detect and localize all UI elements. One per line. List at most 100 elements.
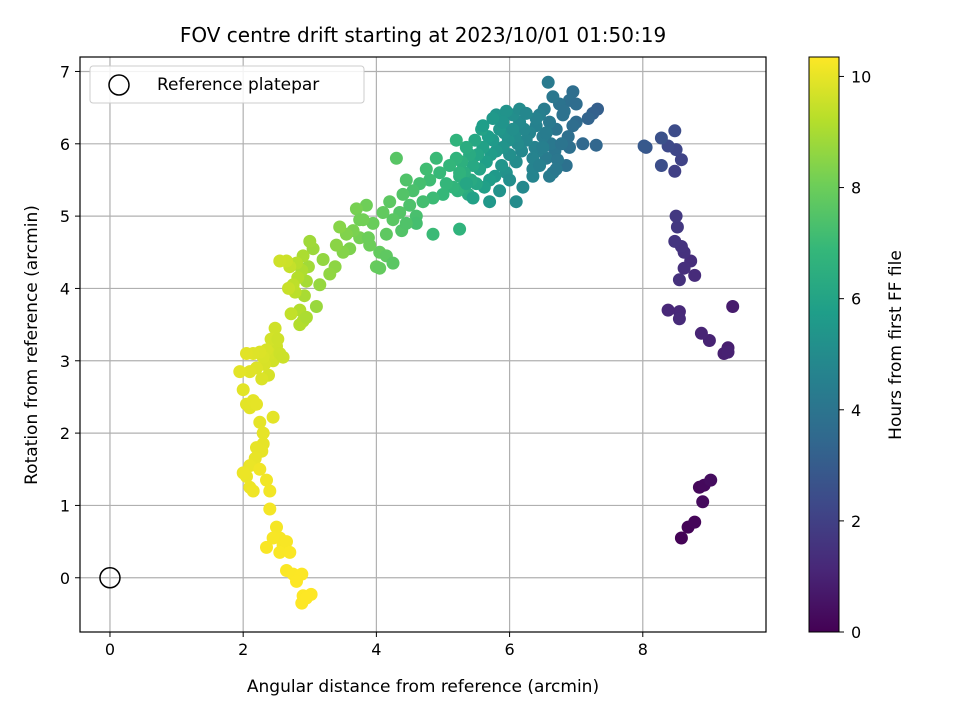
data-point — [256, 426, 270, 440]
data-point — [668, 164, 682, 178]
data-point — [376, 206, 390, 219]
data-point — [549, 162, 563, 176]
y-tick-label: 7 — [60, 62, 70, 81]
x-axis-ticks: 0 2 4 6 8 — [105, 632, 648, 659]
data-point — [268, 321, 282, 335]
data-point — [359, 198, 373, 212]
data-point — [240, 347, 253, 360]
data-point — [688, 268, 702, 282]
data-point — [383, 195, 397, 209]
data-point — [536, 140, 550, 154]
y-tick-label: 3 — [60, 352, 70, 371]
data-point — [406, 184, 420, 198]
data-point — [284, 307, 298, 321]
data-point — [280, 535, 293, 549]
data-point — [516, 180, 530, 194]
x-tick-label: 8 — [638, 640, 648, 659]
data-point — [349, 202, 363, 216]
data-point — [266, 410, 280, 424]
legend-entry-label: Reference platepar — [157, 75, 319, 95]
x-axis-label: Angular distance from reference (arcmin) — [247, 677, 599, 697]
data-point — [486, 112, 500, 125]
x-tick-label: 2 — [238, 640, 248, 659]
data-point — [389, 151, 403, 165]
data-point — [581, 112, 595, 125]
colorbar-tick-label: 8 — [851, 179, 861, 198]
data-point — [409, 216, 423, 230]
data-point — [282, 281, 295, 295]
data-point — [674, 153, 688, 167]
data-point — [266, 531, 280, 545]
y-axis-ticks: 0 1 2 3 4 5 6 7 — [60, 62, 80, 588]
colorbar-tick-label: 2 — [851, 512, 861, 531]
data-point — [499, 104, 513, 118]
colorbar — [808, 56, 840, 633]
data-point — [273, 254, 287, 268]
data-point — [253, 462, 267, 476]
data-point — [299, 591, 313, 605]
data-point — [453, 222, 467, 236]
data-point — [379, 227, 393, 241]
data-point — [495, 159, 509, 172]
grid — [80, 57, 766, 632]
data-point — [329, 238, 343, 252]
data-point — [589, 138, 603, 152]
data-point — [426, 227, 440, 241]
data-point — [672, 312, 686, 326]
data-point — [546, 90, 560, 104]
data-point — [316, 253, 330, 266]
data-point — [263, 484, 277, 498]
data-point — [483, 195, 497, 209]
data-point — [566, 119, 580, 133]
data-point — [271, 332, 285, 346]
data-point — [555, 137, 568, 151]
data-point — [270, 520, 283, 534]
data-point — [449, 133, 463, 147]
colorbar-ticks: 0 2 4 6 8 10 — [839, 67, 871, 642]
data-point — [654, 131, 668, 145]
data-point — [672, 273, 686, 287]
data-point — [290, 574, 303, 588]
data-point — [721, 345, 735, 359]
colorbar-tick-label: 10 — [851, 67, 871, 86]
data-point — [353, 213, 367, 227]
data-point — [299, 310, 313, 324]
data-point — [459, 140, 473, 154]
data-point — [243, 365, 257, 379]
colorbar-label: Hours from first FF file — [886, 250, 906, 440]
data-point — [493, 184, 507, 198]
data-point — [283, 545, 297, 559]
x-tick-label: 4 — [371, 640, 381, 659]
data-point — [260, 540, 273, 554]
data-point — [468, 133, 482, 147]
colorbar-tick-label: 6 — [851, 290, 861, 309]
data-point — [466, 191, 480, 205]
data-point — [459, 177, 473, 191]
data-point — [309, 300, 323, 313]
data-point — [496, 115, 510, 129]
data-point — [423, 173, 437, 187]
y-tick-label: 2 — [60, 424, 70, 443]
plot-area-frame — [79, 56, 767, 633]
y-tick-label: 5 — [60, 207, 70, 226]
data-point — [453, 166, 467, 180]
y-tick-label: 4 — [60, 279, 70, 298]
data-point — [466, 159, 480, 172]
data-point — [250, 397, 263, 411]
data-point — [557, 104, 571, 118]
data-point — [668, 234, 682, 248]
data-point — [519, 106, 533, 120]
colorbar-tick-label: 4 — [851, 401, 861, 420]
data-point — [250, 441, 263, 455]
data-point — [419, 162, 433, 176]
data-point — [386, 256, 400, 270]
data-point — [303, 234, 317, 248]
data-point — [669, 209, 683, 223]
data-point — [726, 300, 740, 313]
data-point — [386, 213, 400, 227]
data-point — [273, 545, 287, 559]
data-point — [677, 261, 691, 275]
data-point — [399, 216, 413, 230]
data-point — [674, 531, 688, 545]
